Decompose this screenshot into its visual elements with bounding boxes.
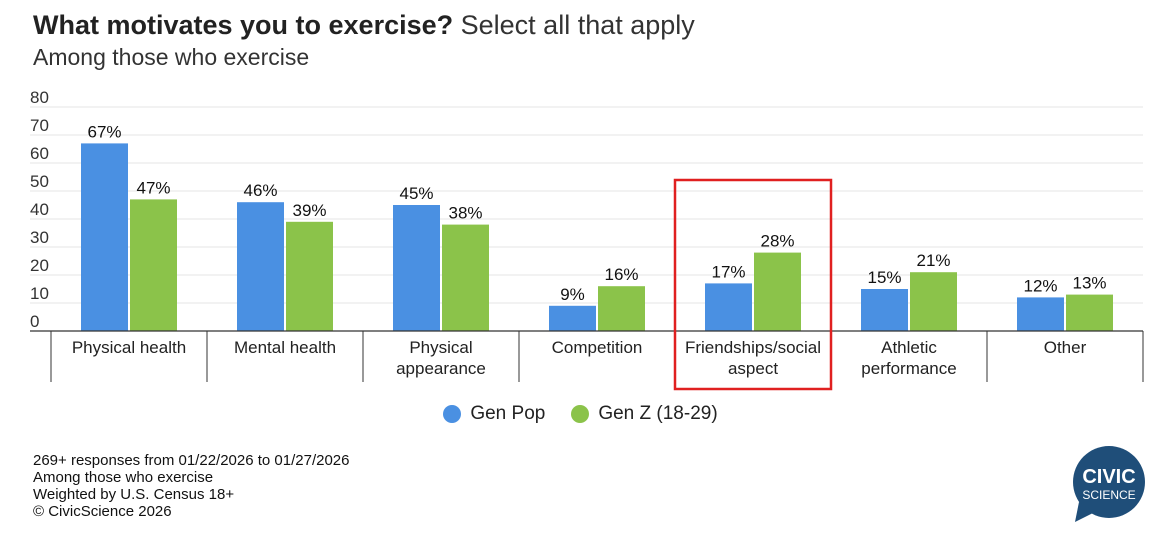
legend-label-gen-pop: Gen Pop — [470, 403, 546, 424]
data-label: 46% — [243, 181, 277, 200]
bar-gen-z — [598, 286, 645, 331]
data-label: 12% — [1023, 276, 1057, 295]
legend-swatch-gen-pop — [443, 405, 462, 423]
legend-label-gen-z: Gen Z (18-29) — [598, 403, 718, 424]
x-tick-label: Other — [1044, 338, 1087, 357]
chart-title-instruction: Select all that apply — [460, 10, 695, 40]
footer-responses: 269+ responses from 01/22/2026 to 01/27/… — [33, 452, 350, 469]
x-tick-label: Friendships/social — [685, 338, 821, 357]
bar-gen-z — [910, 272, 957, 331]
data-label: 13% — [1072, 274, 1106, 293]
y-tick-label: 0 — [30, 312, 39, 331]
chart-title-question: What motivates you to exercise? — [33, 10, 454, 40]
data-label: 67% — [87, 122, 121, 141]
data-label: 17% — [711, 262, 745, 281]
footer-copyright: © CivicScience 2026 — [33, 503, 172, 520]
bar-gen-pop — [81, 143, 128, 331]
y-tick-label: 70 — [30, 116, 49, 135]
x-tick-label: Competition — [552, 338, 643, 357]
logo-line-2: SCIENCE — [1082, 488, 1135, 502]
bar-gen-pop — [549, 305, 596, 331]
data-label: 21% — [916, 251, 950, 270]
highlight-box — [673, 178, 833, 391]
chart-subtitle: Among those who exercise — [33, 44, 310, 70]
y-tick-label: 40 — [30, 200, 49, 219]
bar-gen-z — [286, 221, 333, 331]
y-tick-label: 30 — [30, 228, 49, 247]
legend-item-gen-z: Gen Z (18-29) — [571, 403, 718, 425]
data-label: 16% — [604, 265, 638, 284]
y-tick-label: 10 — [30, 284, 49, 303]
footer-population: Among those who exercise — [33, 469, 214, 486]
y-tick-label: 60 — [30, 144, 49, 163]
legend: Gen Pop Gen Z (18-29) — [0, 403, 1161, 425]
logo-line-1: CIVIC — [1082, 466, 1135, 488]
chart-title: What motivates you to exercise? Select a… — [33, 10, 695, 41]
data-label: 47% — [136, 178, 170, 197]
bar-gen-z — [442, 224, 489, 331]
bar-chart: 0 10 20 30 40 50 60 70 80 67% 47% 46% 39% 45% 38% 9% 16%… — [30, 88, 1144, 391]
data-label: 28% — [760, 232, 794, 251]
x-tick-label: performance — [861, 359, 956, 378]
x-tick-label: Athletic — [881, 338, 937, 357]
y-tick-label: 50 — [30, 172, 49, 191]
legend-item-gen-pop: Gen Pop — [443, 403, 545, 425]
civicscience-logo: CIVIC SCIENCE — [1073, 446, 1145, 522]
data-label: 39% — [292, 201, 326, 220]
bar-gen-pop — [1017, 297, 1064, 331]
footer-notes: 269+ responses from 01/22/2026 to 01/27/… — [33, 452, 350, 520]
data-label: 15% — [867, 268, 901, 287]
bar-gen-pop — [861, 289, 908, 331]
x-tick-label: Physical health — [72, 338, 186, 357]
footer-weighting: Weighted by U.S. Census 18+ — [33, 486, 235, 503]
data-label: 9% — [560, 285, 585, 304]
y-tick-label: 20 — [30, 256, 49, 275]
x-tick-label: aspect — [728, 359, 778, 378]
x-tick-label: appearance — [396, 359, 486, 378]
legend-swatch-gen-z — [571, 405, 590, 423]
bar-gen-pop — [237, 202, 284, 331]
x-tick-label: Physical — [409, 338, 472, 357]
bar-gen-z — [1066, 294, 1113, 331]
bar-gen-z — [754, 252, 801, 331]
data-label: 38% — [448, 204, 482, 223]
data-label: 45% — [399, 184, 433, 203]
x-tick-label: Mental health — [234, 338, 336, 357]
bar-gen-pop — [393, 205, 440, 331]
bar-gen-z — [130, 199, 177, 331]
bar-gen-pop — [705, 283, 752, 331]
y-tick-label: 80 — [30, 88, 49, 107]
